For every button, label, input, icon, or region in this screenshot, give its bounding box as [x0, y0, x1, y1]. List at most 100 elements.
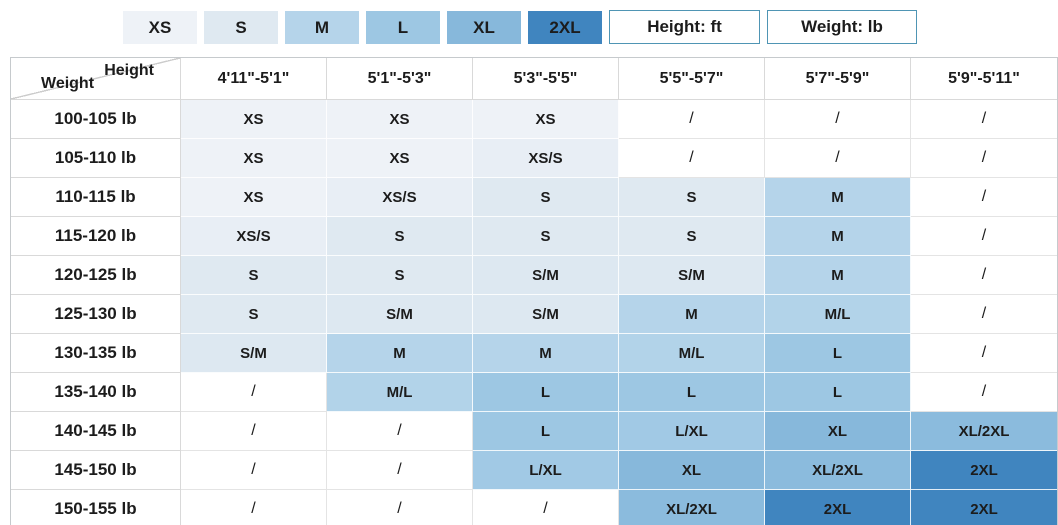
table-row: 115-120 lb XS/S S S S M / — [11, 217, 1057, 256]
size-cell: M/L — [327, 373, 473, 412]
height-column-header: 5'7"-5'9" — [765, 58, 911, 100]
size-cell: / — [181, 451, 327, 490]
size-cell: / — [911, 256, 1057, 295]
size-cell: XS — [181, 100, 327, 139]
size-cell: S — [619, 217, 765, 256]
weight-unit-label: Weight: lb — [801, 17, 883, 36]
size-cell: L — [765, 373, 911, 412]
size-cell: 2XL — [765, 490, 911, 525]
weight-label-cell: 105-110 lb — [11, 139, 181, 178]
size-cell: / — [911, 373, 1057, 412]
size-cell: XL — [765, 412, 911, 451]
size-cell: 2XL — [911, 490, 1057, 525]
size-cell: / — [911, 139, 1057, 178]
legend-swatch-s: S — [204, 11, 278, 44]
size-cell: / — [619, 100, 765, 139]
size-cell: XS — [327, 100, 473, 139]
size-cell: S/M — [473, 256, 619, 295]
size-cell: / — [911, 295, 1057, 334]
table-row: 150-155 lb / / / XL/2XL 2XL 2XL — [11, 490, 1057, 525]
size-cell: S/M — [473, 295, 619, 334]
size-cell: / — [327, 412, 473, 451]
size-cell: / — [181, 490, 327, 525]
size-cell: S/M — [327, 295, 473, 334]
size-cell: / — [911, 217, 1057, 256]
size-cell: L — [619, 373, 765, 412]
table-row: 130-135 lb S/M M M M/L L / — [11, 334, 1057, 373]
size-cell: M — [765, 256, 911, 295]
size-cell: / — [619, 139, 765, 178]
legend-swatch-xs: XS — [123, 11, 197, 44]
size-cell: S — [181, 256, 327, 295]
size-cell: 2XL — [911, 451, 1057, 490]
height-column-header: 5'1"-5'3" — [327, 58, 473, 100]
size-cell: XL/2XL — [911, 412, 1057, 451]
size-cell: M/L — [619, 334, 765, 373]
size-cell: XL — [619, 451, 765, 490]
table-row: 125-130 lb S S/M S/M M M/L / — [11, 295, 1057, 334]
size-cell: XS/S — [181, 217, 327, 256]
weight-label-cell: 140-145 lb — [11, 412, 181, 451]
size-cell: XS — [473, 100, 619, 139]
table-row: 140-145 lb / / L L/XL XL XL/2XL — [11, 412, 1057, 451]
size-cell: XS/S — [327, 178, 473, 217]
size-cell: M — [765, 178, 911, 217]
size-cell: XS — [327, 139, 473, 178]
corner-height-label: Height — [104, 62, 154, 79]
size-cell: M/L — [765, 295, 911, 334]
size-cell: XS/S — [473, 139, 619, 178]
weight-unit-box: Weight: lb — [767, 10, 917, 44]
size-cell: L — [473, 412, 619, 451]
height-column-header: 5'3"-5'5" — [473, 58, 619, 100]
size-chart-table: Height Weight 4'11"-5'1" 5'1"-5'3" 5'3"-5'… — [10, 57, 1058, 525]
height-column-header: 5'9"-5'11" — [911, 58, 1057, 100]
table-row: 110-115 lb XS XS/S S S M / — [11, 178, 1057, 217]
size-cell: S — [619, 178, 765, 217]
weight-label-cell: 120-125 lb — [11, 256, 181, 295]
weight-label-cell: 150-155 lb — [11, 490, 181, 525]
size-cell: L — [765, 334, 911, 373]
corner-cell: Height Weight — [11, 58, 181, 100]
size-cell: / — [911, 178, 1057, 217]
size-cell: / — [765, 139, 911, 178]
weight-label-cell: 100-105 lb — [11, 100, 181, 139]
size-cell: L/XL — [473, 451, 619, 490]
weight-label-cell: 130-135 lb — [11, 334, 181, 373]
table-body: 100-105 lb XS XS XS / //105-110 lb XS XS XS/S / / /… — [11, 100, 1057, 525]
size-cell: / — [327, 490, 473, 525]
size-cell: L/XL — [619, 412, 765, 451]
weight-label-cell: 110-115 lb — [11, 178, 181, 217]
weight-label-cell: 145-150 lb — [11, 451, 181, 490]
table-row: 120-125 lb S S S/M S/M M / — [11, 256, 1057, 295]
table-header-row: Height Weight 4'11"-5'1" 5'1"-5'3" 5'3"-5'… — [11, 58, 1057, 100]
size-cell: / — [181, 412, 327, 451]
table-row: 135-140 lb / M/L L L L / — [11, 373, 1057, 412]
legend-swatch-xl: XL — [447, 11, 521, 44]
weight-label-cell: 135-140 lb — [11, 373, 181, 412]
corner-weight-label: Weight — [41, 75, 95, 92]
height-unit-box: Height: ft — [609, 10, 760, 44]
size-cell: S/M — [181, 334, 327, 373]
size-cell: XS — [181, 139, 327, 178]
height-column-header: 5'5"-5'7" — [619, 58, 765, 100]
table-row: 100-105 lb XS XS XS / / / — [11, 100, 1057, 139]
size-cell: / — [473, 490, 619, 525]
weight-label-cell: 115-120 lb — [11, 217, 181, 256]
height-column-header: 4'11"-5'1" — [181, 58, 327, 100]
size-cell: M — [765, 217, 911, 256]
size-legend-swatches: XS S M L XL 2XL — [123, 11, 602, 44]
size-cell: S — [327, 256, 473, 295]
size-cell: XL/2XL — [765, 451, 911, 490]
size-cell: M — [327, 334, 473, 373]
size-cell: XL/2XL — [619, 490, 765, 525]
size-cell: / — [181, 373, 327, 412]
size-cell: L — [473, 373, 619, 412]
size-cell: M — [473, 334, 619, 373]
size-cell: S — [473, 178, 619, 217]
size-cell: S — [181, 295, 327, 334]
size-cell: S — [473, 217, 619, 256]
size-cell: / — [911, 100, 1057, 139]
table-row: 145-150 lb / / L/XL XL XL/2XL 2XL — [11, 451, 1057, 490]
size-cell: / — [911, 334, 1057, 373]
